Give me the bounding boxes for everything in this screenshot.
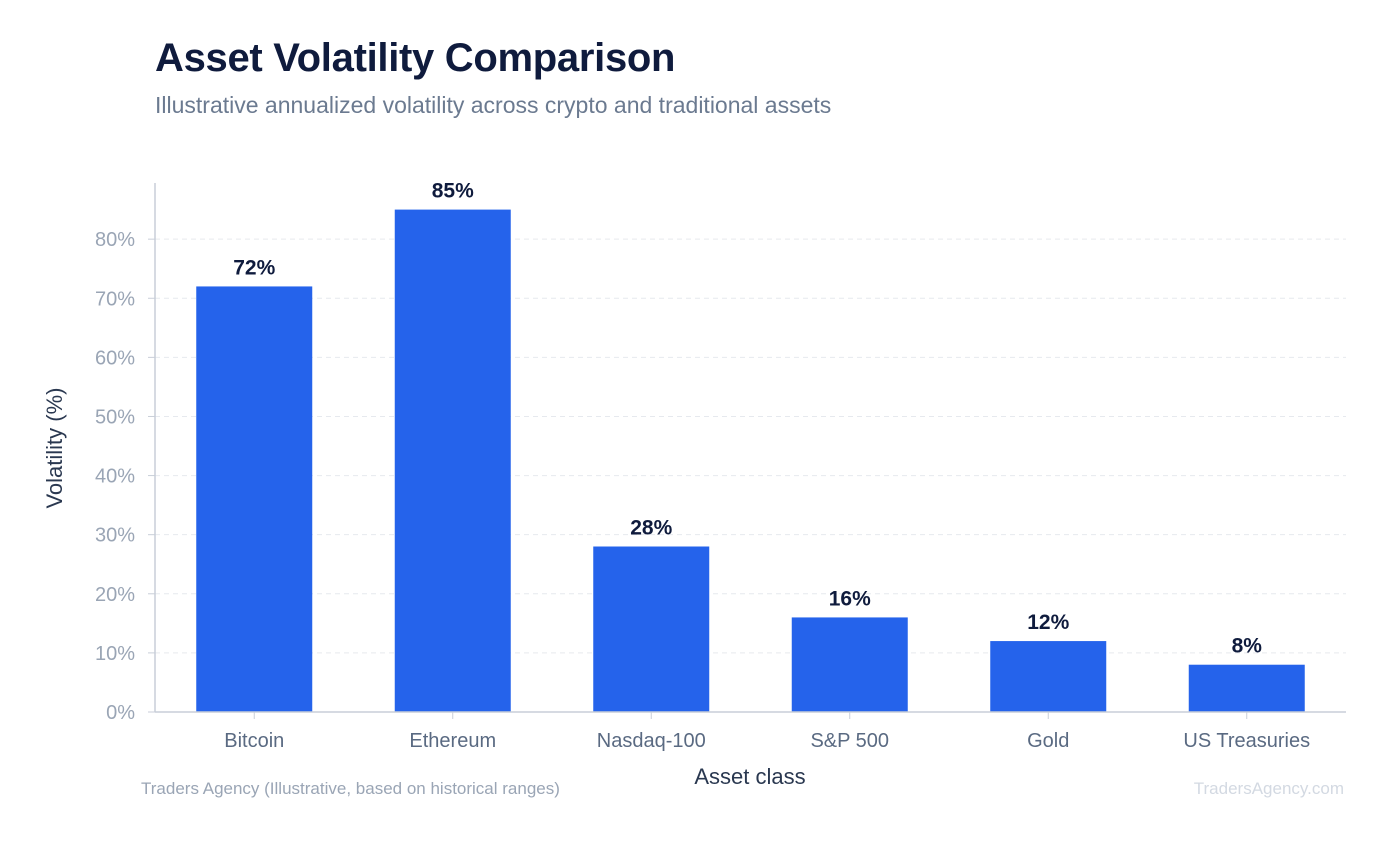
bar-value-label: 16% [829,587,871,610]
labels: 0% 10% 20% 30% 40% 50% 60% 70% 80% 72% Bitcoin 85% E… [95,180,1310,752]
x-tick-label: Nasdaq-100 [597,730,706,752]
y-tick-label: 30% [95,525,135,547]
x-tick-label: Bitcoin [224,730,284,752]
bar-s-p-500 [791,617,908,712]
watermark: TradersAgency.com [1193,779,1344,798]
gridlines [155,238,1346,654]
y-tick-label: 50% [95,406,135,428]
y-tick-label: 20% [95,584,135,606]
x-tick-label: Gold [1027,730,1069,752]
x-tick-label: US Treasuries [1183,730,1310,752]
bar-value-label: 12% [1027,611,1069,634]
chart-title: Asset Volatility Comparison [155,36,676,80]
bar-nasdaq-100 [593,546,710,712]
bar-value-label: 28% [630,517,672,540]
y-axis-title: Volatility (%) [42,387,67,508]
y-tick-label: 40% [95,466,135,488]
x-axis-title: Asset class [694,764,805,789]
source-note: Traders Agency (Illustrative, based on h… [141,779,560,798]
y-tick-label: 80% [95,229,135,251]
bars [196,209,1305,712]
bar-bitcoin [196,286,313,712]
x-tick-label: Ethereum [409,730,496,752]
bar-value-label: 72% [233,256,275,279]
y-tick-label: 0% [106,702,135,724]
bar-value-label: 8% [1232,635,1263,658]
bar-ethereum [394,209,511,712]
bar-value-label: 85% [432,180,474,203]
y-tick-label: 10% [95,643,135,665]
bar-gold [990,641,1107,712]
axes [148,183,1346,719]
bar-us-treasuries [1188,664,1305,712]
chart-subtitle: Illustrative annualized volatility acros… [155,92,832,118]
y-tick-label: 60% [95,347,135,369]
x-tick-label: S&P 500 [810,730,889,752]
y-tick-label: 70% [95,288,135,310]
